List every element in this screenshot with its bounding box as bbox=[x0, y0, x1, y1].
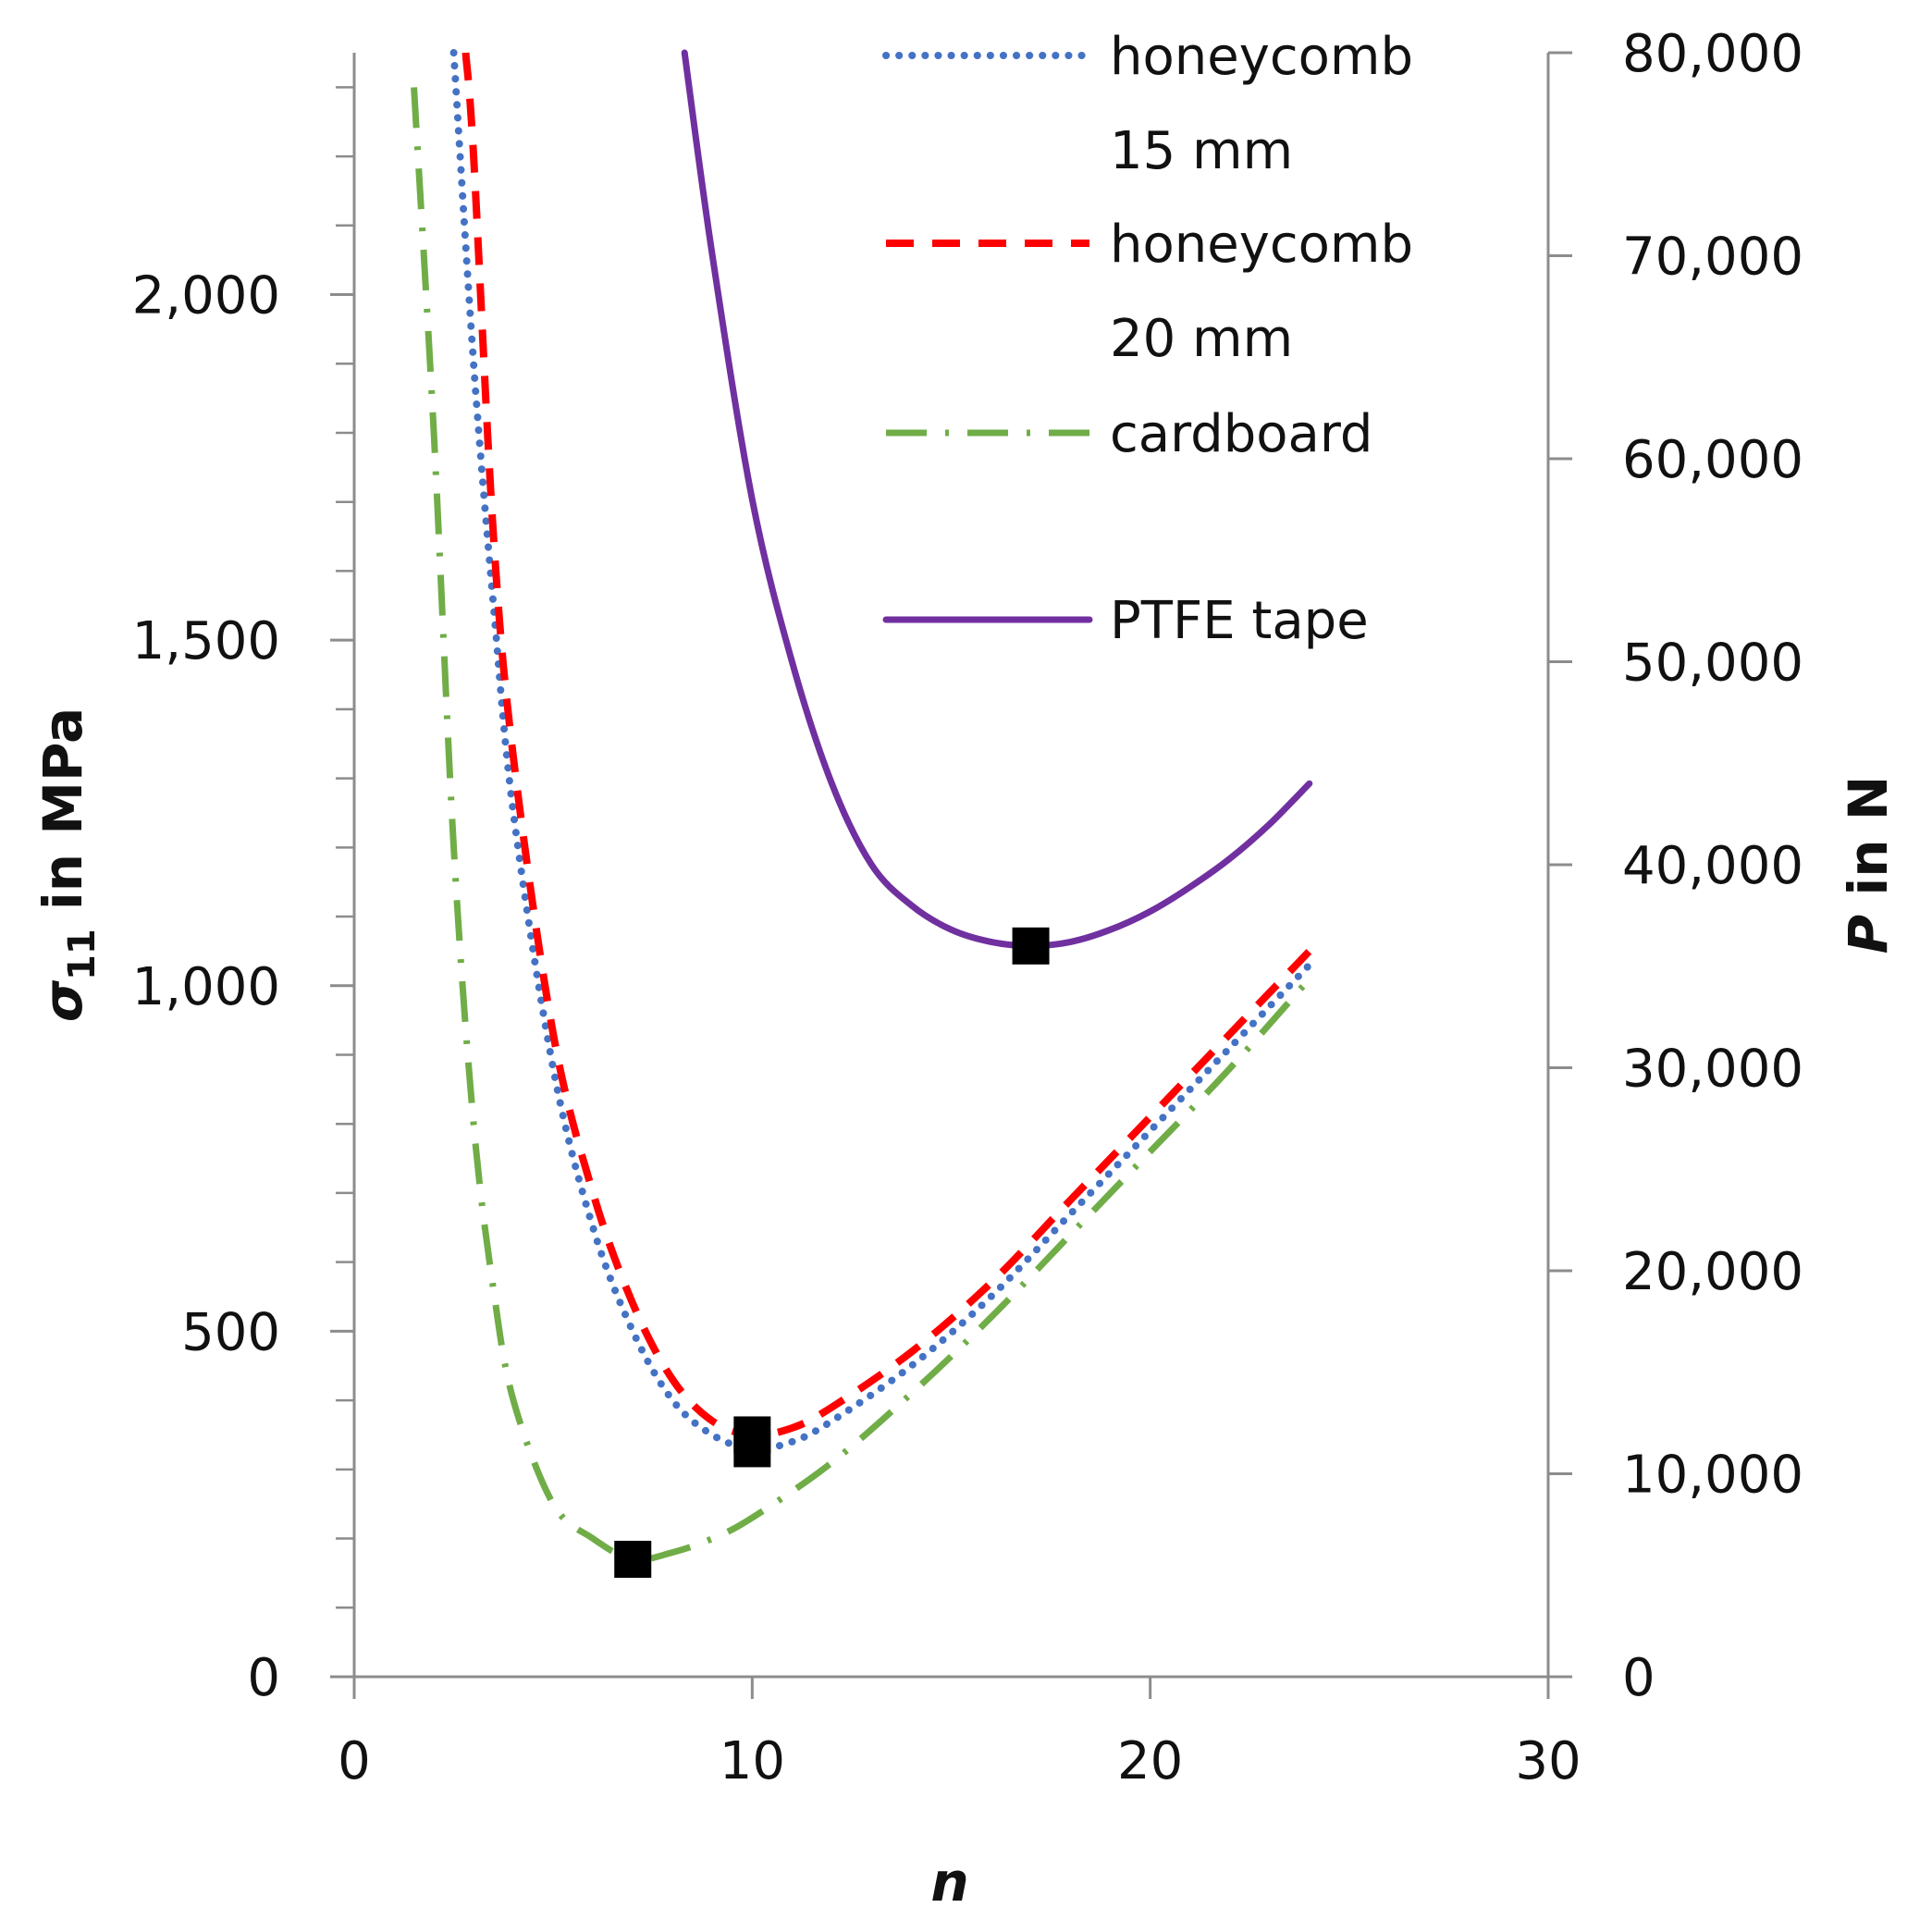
series-line-honeycomb-20-mm bbox=[461, 52, 1312, 1439]
series-layer bbox=[411, 49, 1313, 1564]
series-line-honeycomb-15-mm bbox=[449, 49, 1313, 1453]
legend-label-honeycomb-20-mm: honeycomb bbox=[1110, 215, 1413, 275]
legend-label-honeycomb-20-mm: 20 mm bbox=[1110, 309, 1293, 369]
legend: honeycomb 15 mm honeycomb 20 mm cardboard PTF… bbox=[882, 27, 1413, 651]
y-left-axis-unit: in MPa bbox=[31, 708, 94, 929]
y-right-tick-label: 10,000 bbox=[1622, 1446, 1803, 1506]
y-left-tick-label: 2,000 bbox=[132, 266, 280, 326]
y-right-axis-symbol: P bbox=[1837, 915, 1900, 954]
y-right-tick-label: 80,000 bbox=[1622, 24, 1803, 84]
x-tick-label: 30 bbox=[1515, 1731, 1581, 1791]
optimum-marker-honeycomb-20-mm bbox=[733, 1416, 771, 1454]
y-right-axis-title: P in N bbox=[1837, 776, 1900, 954]
y-left-tick-label: 500 bbox=[181, 1302, 280, 1362]
y-right-tick-label: 50,000 bbox=[1622, 634, 1803, 694]
legend-label-honeycomb-15-mm: 15 mm bbox=[1110, 121, 1293, 181]
y-right-axis-unit: in N bbox=[1837, 776, 1900, 915]
x-tick-label: 0 bbox=[338, 1731, 371, 1791]
legend-label-cardboard: cardboard bbox=[1110, 404, 1372, 464]
y-left-axis-subscript: 11 bbox=[61, 929, 104, 980]
axes-layer: 0 500 1,000 1,500 2,000 0 10,000 20,000 30,000 40… bbox=[132, 24, 1803, 1791]
y-left-tick-label: 0 bbox=[247, 1648, 280, 1708]
series-line-ptfe-tape bbox=[681, 49, 1313, 950]
optimum-marker-ptfe-tape bbox=[1012, 927, 1050, 965]
y-left-axis-symbol: σ bbox=[31, 979, 94, 1022]
y-left-tick-label: 1,500 bbox=[132, 611, 280, 671]
y-left-axis-title: σ11 in MPa bbox=[31, 708, 104, 1022]
x-tick-label: 10 bbox=[720, 1731, 785, 1791]
legend-label-honeycomb-15-mm: honeycomb bbox=[1110, 27, 1413, 87]
legend-label-ptfe-tape: PTFE tape bbox=[1110, 591, 1369, 651]
y-right-tick-label: 20,000 bbox=[1622, 1242, 1803, 1302]
y-right-tick-label: 40,000 bbox=[1622, 836, 1803, 896]
optimum-marker-cardboard bbox=[614, 1540, 652, 1578]
y-right-tick-label: 70,000 bbox=[1622, 228, 1803, 288]
x-axis-title: n bbox=[930, 1851, 968, 1914]
y-right-tick-label: 60,000 bbox=[1622, 430, 1803, 490]
y-right-tick-label: 0 bbox=[1622, 1648, 1655, 1708]
y-left-tick-label: 1,000 bbox=[132, 957, 280, 1017]
x-tick-label: 20 bbox=[1117, 1731, 1183, 1791]
y-right-tick-label: 30,000 bbox=[1622, 1040, 1803, 1100]
optimum-markers bbox=[614, 927, 1050, 1578]
